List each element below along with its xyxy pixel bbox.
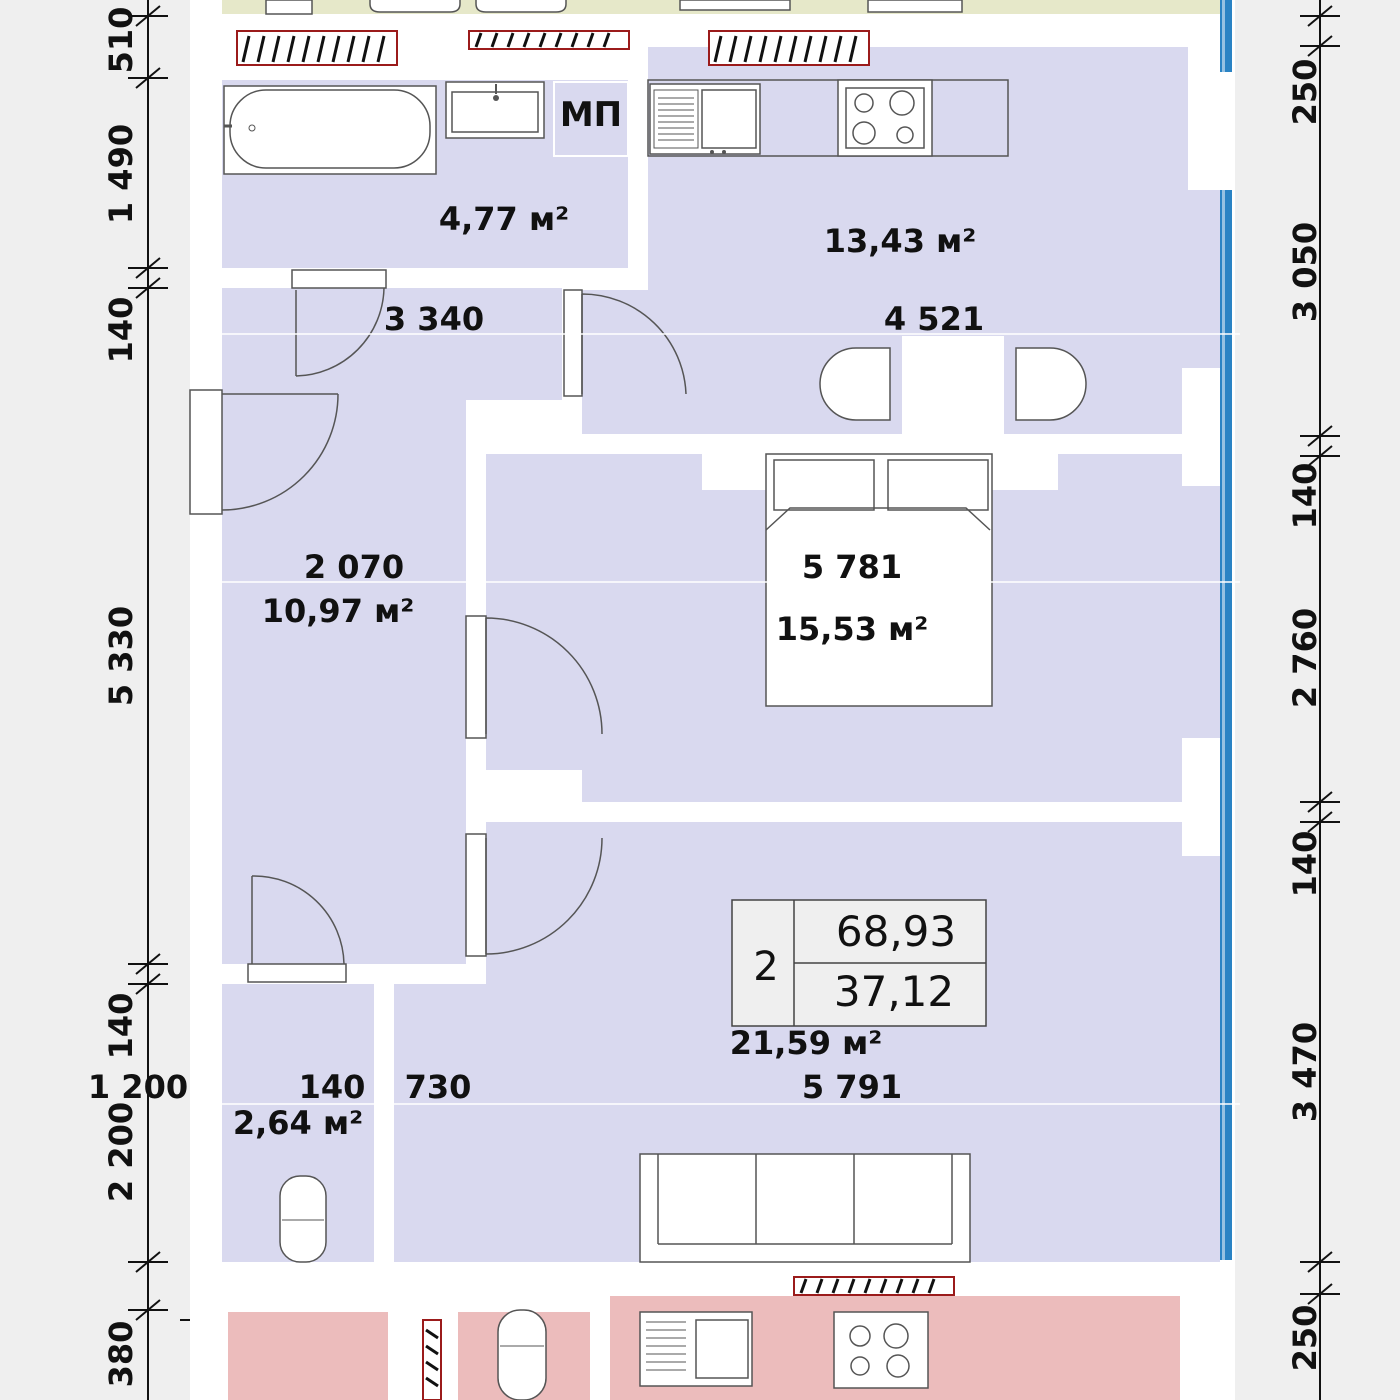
door-living: [465, 833, 603, 957]
toilet: [279, 1175, 327, 1263]
dimension-140-wc: 140: [299, 1068, 366, 1106]
radiator-top-3: [708, 30, 870, 66]
left-dim-510: 510: [102, 7, 140, 74]
left-dim-140-bottom: 140: [102, 993, 140, 1060]
bed: [702, 453, 1058, 707]
radiator-top-2: [468, 30, 630, 50]
badge-total-area: 68,93: [836, 907, 956, 956]
dimension-2070: 2 070: [304, 548, 404, 586]
right-dim-3470: 3 470: [1286, 1022, 1324, 1122]
radiator-top-1: [236, 30, 398, 66]
dining-table: [819, 336, 1087, 434]
window-glazing-line: [1222, 0, 1225, 1400]
badge-room-count: 2: [753, 944, 778, 990]
left-dim-5330: 5 330: [102, 606, 140, 706]
room-living: [394, 822, 1220, 1262]
door-wc: [247, 875, 347, 983]
radiator-bottom-neighbor: [422, 1319, 442, 1400]
room-area-living: 21,59 м²: [730, 1024, 883, 1062]
kitchen-sink: [653, 89, 757, 154]
room-hall: [222, 288, 562, 964]
door-bathroom: [291, 269, 387, 377]
wall-pier-1: [1182, 368, 1220, 486]
left-dim-1490: 1 490: [102, 124, 140, 224]
left-dimension-chain: [128, 0, 190, 1400]
inner-dimension-lines: [222, 333, 1240, 1105]
room-area-kitchen: 13,43 м²: [824, 222, 977, 260]
sofa: [639, 1153, 971, 1263]
neighbor-kitchen: [639, 1311, 929, 1389]
radiator-bottom-living: [793, 1276, 955, 1296]
apartment-badge: 2 68,93 37,12: [731, 899, 987, 1027]
bathtub: [223, 85, 437, 175]
dimension-3340: 3 340: [384, 300, 484, 338]
right-dim-3050: 3 050: [1286, 222, 1324, 322]
door-bedroom: [465, 615, 603, 739]
neighbor-unit-bottom-1: [228, 1312, 388, 1400]
right-dim-140-top: 140: [1286, 463, 1324, 530]
room-area-bedroom: 15,53 м²: [776, 610, 929, 648]
left-dim-380: 380: [102, 1321, 140, 1388]
door-kitchen: [563, 289, 687, 397]
dimension-4521: 4 521: [884, 300, 984, 338]
dimension-730: 730: [405, 1068, 472, 1106]
wall-pier-2: [1182, 738, 1220, 856]
utility-shaft-label: МП: [560, 95, 622, 135]
door-entrance: [189, 389, 339, 515]
utility-shaft: [553, 81, 629, 157]
dimension-5781: 5 781: [802, 548, 902, 586]
left-dim-140-top: 140: [102, 297, 140, 364]
kitchen-stove: [837, 79, 933, 157]
bathroom-sink: [445, 81, 545, 139]
badge-living-area: 37,12: [834, 967, 954, 1016]
right-dim-250-bottom: 250: [1286, 1305, 1324, 1372]
left-dim-2200: 2 200: [102, 1102, 140, 1202]
room-area-wc: 2,64 м²: [233, 1104, 363, 1142]
left-dim-1200: 1 200: [88, 1068, 188, 1106]
dimension-5791: 5 791: [802, 1068, 902, 1106]
right-dim-250-top: 250: [1286, 59, 1324, 126]
neighbor-toilet: [497, 1309, 547, 1400]
right-dimension-chain: [1300, 0, 1340, 1400]
room-area-hall: 10,97 м²: [262, 592, 415, 630]
neighbor-top-fixtures: [265, 0, 963, 15]
room-area-bathroom: 4,77 м²: [439, 200, 569, 238]
right-dim-2760: 2 760: [1286, 608, 1324, 708]
right-dim-140-bottom: 140: [1286, 831, 1324, 898]
window-kitchen-top: [1220, 0, 1232, 72]
window-right-facade: [1220, 190, 1232, 1260]
